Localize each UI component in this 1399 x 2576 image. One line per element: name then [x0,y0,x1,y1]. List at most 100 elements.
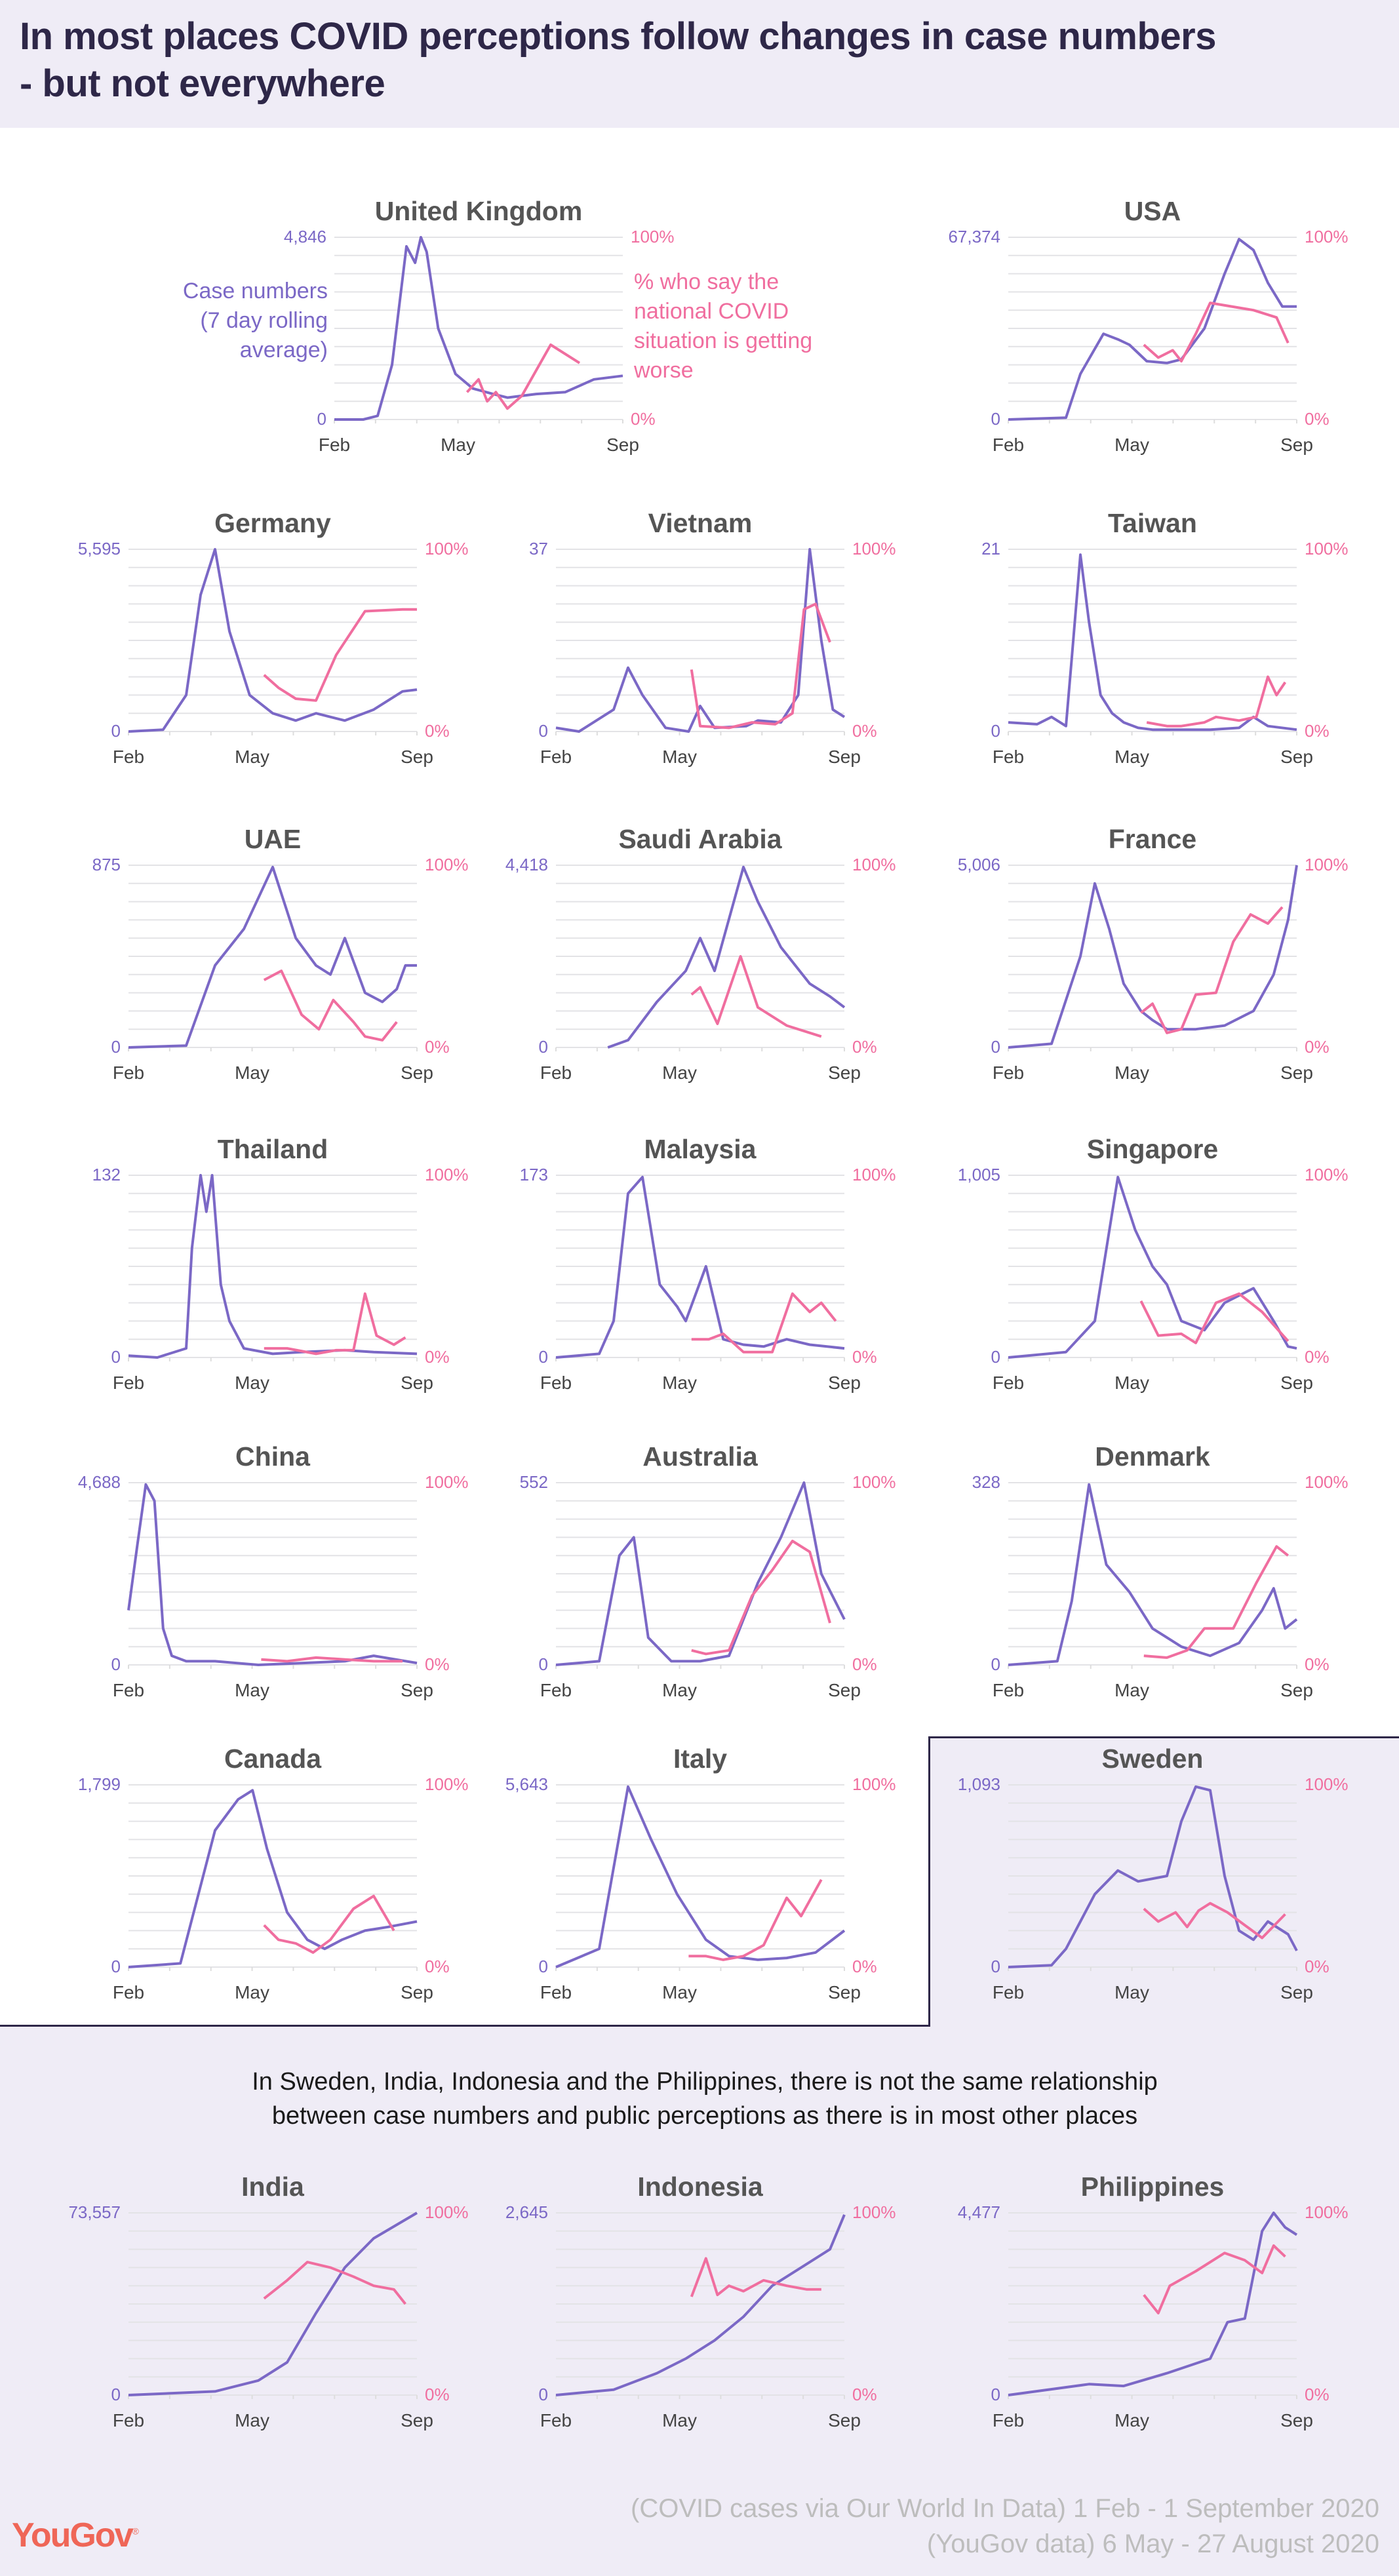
y-max-label: 73,557 [68,2202,121,2222]
chart-svg: Italy 5,643 0 100% 0% Feb May Sep [505,1744,896,2002]
chart-thailand: Thailand 132 0 100% 0% Feb May Sep [37,1116,509,1407]
logo-text: YouGov [12,2516,133,2554]
x-tick-label: Sep [401,1982,433,2002]
chart-svg: UAE 875 0 100% 0% Feb May Sep [92,824,469,1083]
pct-max-label: 100% [1305,855,1349,874]
perception-line [1139,1292,1290,1344]
pct-max-label: 100% [1305,539,1349,558]
chart-united-kingdom: United Kingdom 4,846 0 100% 0% Feb May Sep [243,178,715,469]
y-max-label: 1,005 [958,1165,1000,1184]
perception-line [1146,675,1287,728]
y-max-label: 37 [529,539,548,558]
y-min-label: 0 [991,1957,1000,1976]
x-tick-label: Feb [540,1982,572,2002]
x-tick-label: Feb [113,1680,144,1700]
y-max-label: 4,418 [505,855,548,874]
pct-min-label: 0% [852,721,877,741]
x-tick-label: Sep [1280,747,1313,767]
chart-title: China [235,1441,311,1472]
x-tick-label: Sep [828,2410,861,2430]
x-tick-label: May [235,1982,269,2002]
chart-svg: Australia 552 0 100% 0% Feb May Sep [520,1441,896,1700]
chart-svg: France 5,006 0 100% 0% Feb May Sep [958,824,1349,1083]
y-max-label: 328 [972,1472,1000,1492]
pct-max-label: 100% [425,1165,469,1184]
x-tick-label: Feb [993,1373,1024,1393]
chart-svg: Denmark 328 0 100% 0% Feb May Sep [972,1441,1349,1700]
pct-max-label: 100% [1305,2202,1349,2222]
y-max-label: 173 [520,1165,548,1184]
legend-pct-line: worse [634,358,694,383]
registered-icon: ® [132,2526,138,2537]
note-line-1: In Sweden, India, Indonesia and the Phil… [252,2068,1158,2096]
y-min-label: 0 [111,1037,121,1057]
chart-svg: China 4,688 0 100% 0% Feb May Sep [78,1441,469,1700]
chart-title: Indonesia [637,2172,764,2202]
chart-title: Canada [224,1744,322,1774]
y-max-label: 67,374 [948,227,1000,246]
case-numbers-line [1008,553,1297,732]
case-numbers-line [555,1175,845,1359]
x-tick-label: Sep [828,1063,861,1083]
chart-title: Germany [214,508,331,538]
y-max-label: 4,846 [284,227,326,246]
x-tick-label: May [662,1373,697,1393]
y-min-label: 0 [991,409,1000,429]
case-numbers-line [607,865,846,1049]
legend-case-numbers: Case numbers (7 day rolling average) [151,277,328,365]
pct-min-label: 0% [425,1654,450,1674]
y-max-label: 5,643 [505,1774,548,1794]
case-numbers-line [128,865,417,1049]
x-tick-label: Feb [540,747,572,767]
perception-line [263,2261,406,2305]
x-tick-label: Feb [993,1680,1024,1700]
perception-line [1143,302,1290,362]
x-tick-label: May [1114,2410,1149,2430]
pct-min-label: 0% [425,1957,450,1976]
legend-pct-line: national COVID [634,299,789,324]
chart-title: USA [1124,196,1181,226]
chart-france: France 5,006 0 100% 0% Feb May Sep [916,806,1389,1097]
pct-max-label: 100% [1305,1472,1349,1492]
pct-min-label: 0% [1305,721,1330,741]
chart-svg: Singapore 1,005 0 100% 0% Feb May Sep [958,1134,1349,1393]
x-tick-label: May [662,1063,697,1083]
chart-saudi-arabia: Saudi Arabia 4,418 0 100% 0% Feb May Sep [464,806,936,1097]
x-tick-label: Feb [113,1982,144,2002]
legend-case-line: average) [239,338,328,362]
chart-title: Vietnam [648,508,753,538]
chart-svg: Saudi Arabia 4,418 0 100% 0% Feb May Sep [505,824,896,1083]
y-max-label: 4,477 [958,2202,1000,2222]
x-tick-label: May [235,1680,269,1700]
pct-min-label: 0% [1305,1037,1330,1057]
pct-min-label: 0% [852,1957,877,1976]
chart-taiwan: Taiwan 21 0 100% 0% Feb May Sep [916,490,1389,781]
chart-title: Thailand [218,1134,328,1164]
pct-max-label: 100% [852,1774,896,1794]
case-numbers-line [334,236,623,421]
x-tick-label: May [1114,1063,1149,1083]
y-max-label: 21 [981,539,1000,558]
pct-min-label: 0% [852,1347,877,1367]
chart-philippines: Philippines 4,477 0 100% 0% Feb May Sep [916,2154,1389,2444]
x-tick-label: May [441,435,475,455]
case-numbers-line [555,1481,846,1666]
x-tick-label: Sep [401,747,433,767]
y-min-label: 0 [539,1957,548,1976]
pct-max-label: 100% [852,2202,896,2222]
chart-malaysia: Malaysia 173 0 100% 0% Feb May Sep [464,1116,936,1407]
source-line-1: (COVID cases via Our World In Data) 1 Fe… [631,2494,1379,2523]
x-tick-label: Feb [540,1680,572,1700]
y-min-label: 0 [539,1654,548,1674]
x-tick-label: May [235,1063,269,1083]
perception-line [690,2257,821,2297]
x-tick-label: May [235,2410,269,2430]
case-numbers-line [1008,1175,1297,1359]
legend-case-line: (7 day rolling [200,308,328,333]
pct-min-label: 0% [852,2385,877,2404]
pct-min-label: 0% [1305,409,1330,429]
y-min-label: 0 [317,409,326,429]
x-tick-label: May [662,1982,697,2002]
chart-svg: United Kingdom 4,846 0 100% 0% Feb May Sep [284,196,675,455]
y-max-label: 1,799 [78,1774,121,1794]
